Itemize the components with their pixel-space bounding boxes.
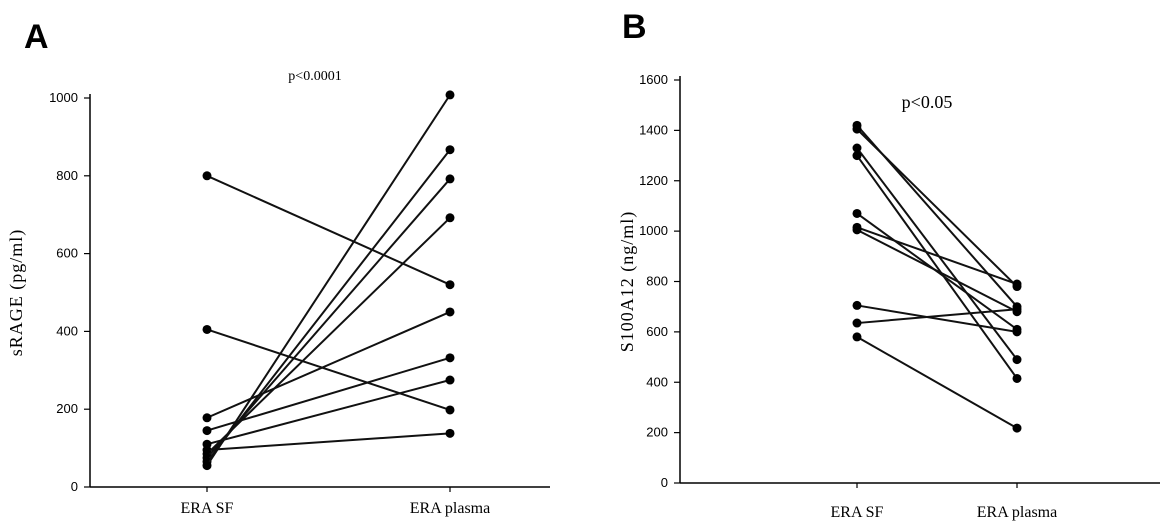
data-point-plasma [1012,355,1022,365]
data-point-sf [852,151,862,161]
data-point-sf [852,208,862,218]
data-point-sf [202,171,212,181]
series-line [856,228,1018,313]
data-point-plasma [445,307,455,317]
chart-panel-b: B 0 200 400 600 800 1000 1200 1400 1600 ERA SF ERA … [617,8,1160,521]
data-point-plasma [445,353,455,363]
series-line [856,154,1018,380]
series-line [856,304,1018,333]
data-point-plasma [445,174,455,184]
series-line [206,149,451,463]
data-point-plasma [445,405,455,415]
series-line [206,94,451,467]
y-tick-label: 400 [646,374,668,389]
y-axis-title: sRAGE (pg/ml) [6,229,27,357]
y-tick-label: 1400 [639,122,668,137]
y-tick-label: 0 [661,475,668,490]
data-point-plasma [1012,423,1022,433]
y-tick-label: 1000 [49,90,78,105]
data-point-plasma [445,280,455,290]
data-point-sf [852,318,862,328]
data-point-plasma [1012,373,1022,383]
y-tick-label: 1000 [639,223,668,238]
y-tick-label: 1600 [639,72,668,87]
p-value-annotation: p<0.05 [902,92,953,112]
data-point-sf [202,426,212,436]
series-line [206,174,451,286]
p-value-annotation: p<0.0001 [288,69,341,84]
y-tick-label: 800 [56,168,78,183]
data-point-plasma [445,213,455,223]
x-category-label: ERA SF [831,504,884,521]
data-point-plasma [445,428,455,438]
chart-panel-a: A 0 200 400 600 800 1000 ERA SF ERA plasma sRAGE … [6,18,550,517]
data-point-plasma [445,375,455,385]
y-tick-label: 200 [646,425,668,440]
data-point-plasma [1012,327,1022,337]
data-point-plasma [1012,304,1022,314]
y-tick-label: 0 [71,479,78,494]
data-point-sf [852,300,862,310]
series-line [856,336,1018,429]
series-line [206,379,451,446]
x-category-label: ERA plasma [977,504,1057,521]
data-point-sf [852,225,862,235]
y-tick-label: 800 [646,274,668,289]
series-line [856,226,1018,285]
panel-letter: A [24,18,49,56]
data-point-sf [852,143,862,153]
y-tick-label: 600 [646,324,668,339]
data-point-sf [202,324,212,334]
y-tick-label: 200 [56,401,78,416]
data-point-sf [202,413,212,423]
data-point-sf [202,461,212,471]
data-point-plasma [1012,279,1022,289]
series-line [206,311,451,419]
data-point-sf [852,332,862,342]
x-category-label: ERA plasma [410,500,490,517]
y-tick-label: 1200 [639,173,668,188]
series-line [856,308,1018,325]
y-axis-title: S100A12 (ng/ml) [617,211,638,353]
x-category-label: ERA SF [181,500,234,517]
data-point-plasma [445,145,455,155]
panel-letter: B [622,8,647,46]
series-line [206,432,451,452]
series-line [206,328,451,411]
y-tick-label: 400 [56,323,78,338]
series-line [856,147,1018,361]
data-point-sf [852,124,862,134]
series-line [206,217,451,455]
data-point-plasma [445,90,455,100]
y-tick-label: 600 [56,246,78,261]
series-line [206,356,451,432]
series-line [856,128,1018,288]
